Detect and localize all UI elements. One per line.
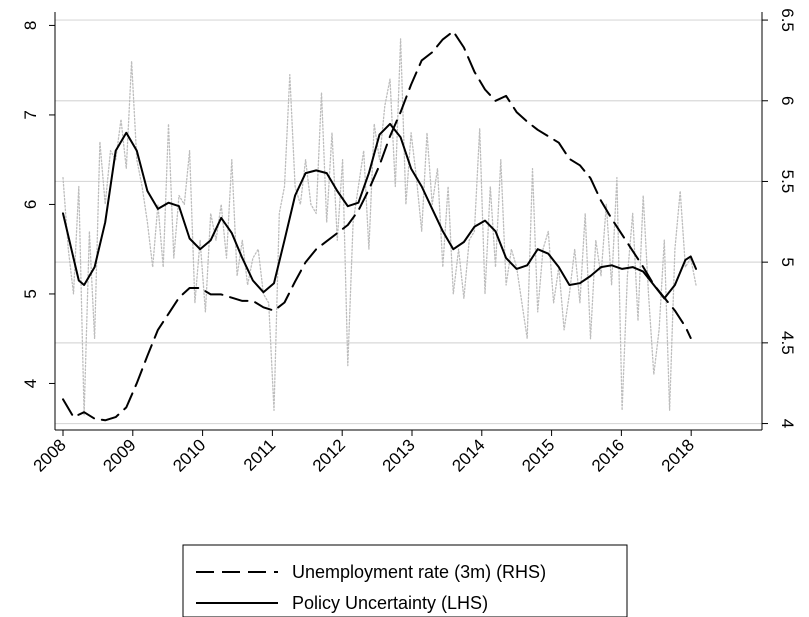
gridlines <box>55 19 762 425</box>
x-tick-label: 2016 <box>588 435 628 475</box>
legend-box <box>182 544 628 617</box>
x-tick-label: 2008 <box>30 435 70 475</box>
right-y-tick-label: 6.5 <box>778 8 797 32</box>
x-tick-label: 2014 <box>448 435 488 475</box>
right-y-tick-label: 6 <box>778 96 797 105</box>
x-tick-label: 2018 <box>658 435 698 475</box>
left-y-tick-label: 8 <box>21 21 40 30</box>
series-line-dashed <box>62 30 692 422</box>
legend-label-policy-uncertainty: Policy Uncertainty (LHS) <box>292 593 488 613</box>
series-lines <box>62 30 697 422</box>
x-tick-label: 2009 <box>99 435 139 475</box>
left-y-tick-label: 5 <box>21 289 40 298</box>
right-y-tick-label: 5.5 <box>778 170 797 194</box>
x-tick-label: 2011 <box>240 435 279 474</box>
series-line-dotted <box>62 38 697 416</box>
left-y-tick-label: 6 <box>21 200 40 209</box>
left-y-tick-label: 7 <box>21 110 40 119</box>
axes <box>54 12 763 431</box>
tick-marks-and-labels: 4 5 6 7 8 4 4.5 5 5.5 6 6.5 2008 2009 2010 2011 2012 201… <box>21 8 797 475</box>
legend-label-unemployment: Unemployment rate (3m) (RHS) <box>292 562 546 582</box>
x-tick-label: 2012 <box>309 435 349 475</box>
x-tick-label: 2013 <box>379 435 419 475</box>
left-y-tick-label: 4 <box>21 379 40 388</box>
x-tick-label: 2010 <box>169 435 209 475</box>
x-tick-label: 2015 <box>518 435 558 475</box>
right-y-tick-label: 4.5 <box>778 331 797 355</box>
series-line-solid <box>62 122 697 300</box>
legend: Unemployment rate (3m) (RHS) Policy Unce… <box>182 544 628 617</box>
right-y-tick-label: 5 <box>778 257 797 266</box>
right-y-tick-label: 4 <box>778 419 797 428</box>
